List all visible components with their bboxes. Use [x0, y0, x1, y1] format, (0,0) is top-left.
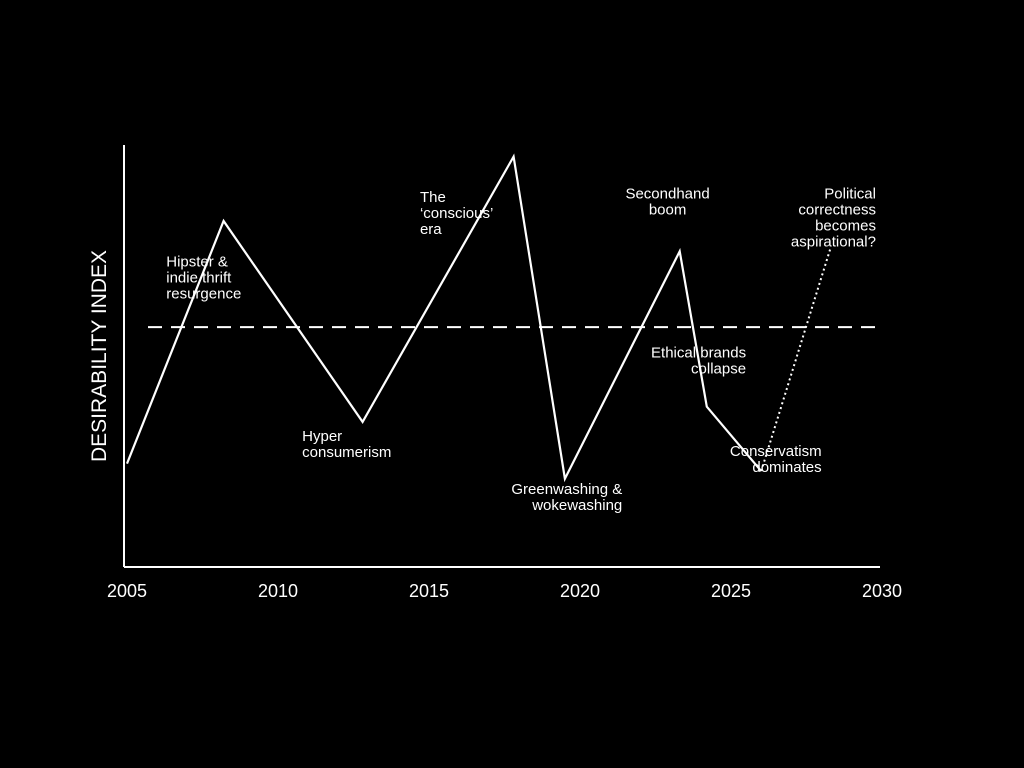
- projection-line: [760, 247, 832, 472]
- annotation-line: Greenwashing &: [511, 481, 622, 498]
- y-axis-label: DESIRABILITY INDEX: [88, 250, 111, 462]
- x-tick-label: 2025: [711, 581, 751, 601]
- annotation: Hipster & indie thrift resurgence: [166, 253, 241, 302]
- x-tick-label: 2010: [258, 581, 298, 601]
- annotation-line: Secondhand: [625, 185, 709, 202]
- annotation-line: dominates: [752, 459, 821, 476]
- annotation-line: collapse: [691, 360, 746, 377]
- x-tick-label: 2030: [862, 581, 902, 601]
- plot-area: 2005 2010 2015 2020 2025 2030 Hipster & indie t…: [107, 145, 902, 601]
- annotation-line: aspirational?: [791, 233, 876, 250]
- annotation: Political correctness becomes aspirational?: [791, 185, 876, 250]
- annotation: Secondhand boom: [625, 185, 709, 218]
- annotation: Hyper consumerism: [302, 428, 391, 461]
- annotation: Conservatism dominates: [730, 443, 822, 476]
- annotation-line: era: [420, 221, 442, 238]
- desirability-line: [125, 153, 763, 483]
- annotation-line: Conservatism: [730, 443, 822, 460]
- annotation-line: correctness: [798, 201, 876, 218]
- annotation-line: ‘conscious’: [420, 205, 493, 222]
- annotation-line: becomes: [815, 217, 876, 234]
- annotation-line: boom: [649, 201, 687, 218]
- annotation: Greenwashing & wokewashing: [511, 481, 622, 514]
- annotation-line: consumerism: [302, 444, 391, 461]
- annotation: Ethical brands collapse: [651, 344, 746, 377]
- annotation-line: wokewashing: [531, 497, 622, 514]
- x-tick-label: 2015: [409, 581, 449, 601]
- x-tick-label: 2020: [560, 581, 600, 601]
- annotation-line: Hipster &: [166, 253, 228, 270]
- annotation-line: resurgence: [166, 285, 241, 302]
- x-tick-label: 2005: [107, 581, 147, 601]
- annotation-line: Political: [824, 185, 876, 202]
- annotation-line: Hyper: [302, 428, 342, 445]
- annotation: The ‘conscious’ era: [420, 189, 493, 238]
- annotation-line: The: [420, 189, 446, 206]
- annotation-line: Ethical brands: [651, 344, 746, 361]
- annotation-line: indie thrift: [166, 269, 232, 286]
